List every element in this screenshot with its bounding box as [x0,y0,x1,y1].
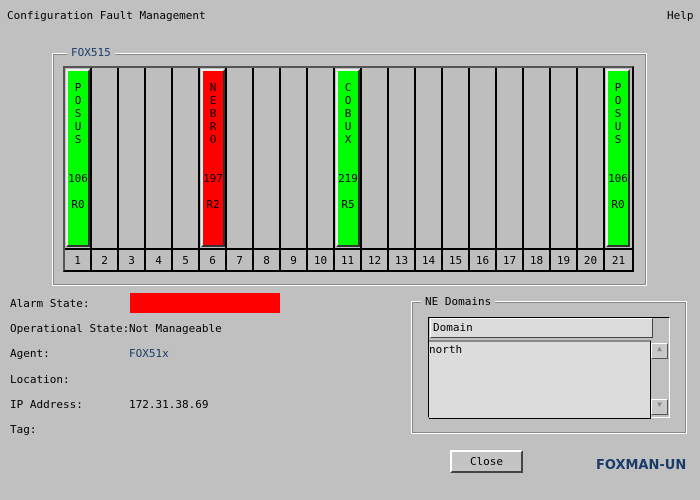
location-label: Location: [10,373,70,386]
card-posus[interactable]: POSUS 106 R0 [66,69,90,247]
slot-number: 12 [362,248,389,272]
rack-group [52,53,647,286]
scroll-down-icon[interactable]: ▼ [651,399,668,415]
operational-state-label: Operational State: [10,322,130,335]
close-button[interactable]: Close [450,450,523,473]
slot-7[interactable] [227,68,254,248]
operational-state-value: Not Manageable [129,322,222,335]
slot-14[interactable] [416,68,443,248]
slot-number: 2 [92,248,119,272]
card-revision: R0 [611,198,625,211]
slot-number: 10 [308,248,335,272]
card-revision: R2 [206,198,220,211]
slot-12[interactable] [362,68,389,248]
slot-number: 8 [254,248,281,272]
scroll-up-icon[interactable]: ▲ [651,343,668,359]
alarm-state-indicator [130,293,280,313]
ip-address-value: 172.31.38.69 [129,398,209,411]
menu-help[interactable]: Help [667,9,694,22]
slot-4[interactable] [146,68,173,248]
slot-number: 7 [227,248,254,272]
brand-logo: FOXMAN-UN [596,458,687,473]
slot-number: 9 [281,248,308,272]
slot-18[interactable] [524,68,551,248]
slot-number: 18 [524,248,551,272]
slot-number: 16 [470,248,497,272]
slot-number: 13 [389,248,416,272]
slot-number: 15 [443,248,470,272]
slot-20[interactable] [578,68,605,248]
slot-number: 5 [173,248,200,272]
tag-label: Tag: [10,423,37,436]
ne-domains-title: NE Domains [421,295,496,308]
alarm-state-label: Alarm State: [10,297,90,310]
slot-2[interactable] [92,68,119,248]
slot-19[interactable] [551,68,578,248]
ip-address-label: IP Address: [10,398,83,411]
slot-number: 19 [551,248,578,272]
card-name: POSUS [71,81,85,146]
rack-title: FOX515 [67,46,115,59]
slot-13[interactable] [389,68,416,248]
menu-configuration-fault-management[interactable]: Configuration Fault Management [7,9,206,22]
slot-number: 20 [578,248,605,272]
card-posus[interactable]: POSUS 106 R0 [606,69,630,247]
slot-5[interactable] [173,68,200,248]
rack: POSUS 106 R0 1 2 3 4 5 NEBRO 197 R2 6 7 8 9 10 COBUX 219 R… [63,66,634,272]
slot-number: 4 [146,248,173,272]
card-name: NEBRO [206,81,220,146]
slot-9[interactable] [281,68,308,248]
slot-number: 6 [200,248,227,272]
slot-number: 1 [65,248,92,272]
card-nebro[interactable]: NEBRO 197 R2 [201,69,225,247]
card-cobux[interactable]: COBUX 219 R5 [336,69,360,247]
slot-16[interactable] [470,68,497,248]
domains-table: Domain north ▲ ▼ [428,317,670,419]
slot-number: 11 [335,248,362,272]
card-id: 197 [203,172,223,185]
card-id: 106 [68,172,88,185]
card-revision: R5 [341,198,355,211]
domains-list: north [429,340,651,419]
card-name: POSUS [611,81,625,146]
card-id: 106 [608,172,628,185]
agent-value: FOX51x [129,347,169,360]
slot-8[interactable] [254,68,281,248]
slot-number: 3 [119,248,146,272]
card-name: COBUX [341,81,355,146]
domain-column-header[interactable]: Domain [430,318,653,338]
slot-number: 17 [497,248,524,272]
slot-number: 21 [605,248,632,272]
slot-6[interactable]: NEBRO 197 R2 [200,68,227,248]
slot-1[interactable]: POSUS 106 R0 [65,68,92,248]
ne-domains-group [411,301,687,434]
slot-3[interactable] [119,68,146,248]
slot-number: 14 [416,248,443,272]
slot-17[interactable] [497,68,524,248]
list-item[interactable]: north [429,343,463,356]
card-revision: R0 [71,198,85,211]
slot-10[interactable] [308,68,335,248]
card-id: 219 [338,172,358,185]
slot-11[interactable]: COBUX 219 R5 [335,68,362,248]
agent-label: Agent: [10,347,50,360]
slot-21[interactable]: POSUS 106 R0 [605,68,632,248]
slot-15[interactable] [443,68,470,248]
